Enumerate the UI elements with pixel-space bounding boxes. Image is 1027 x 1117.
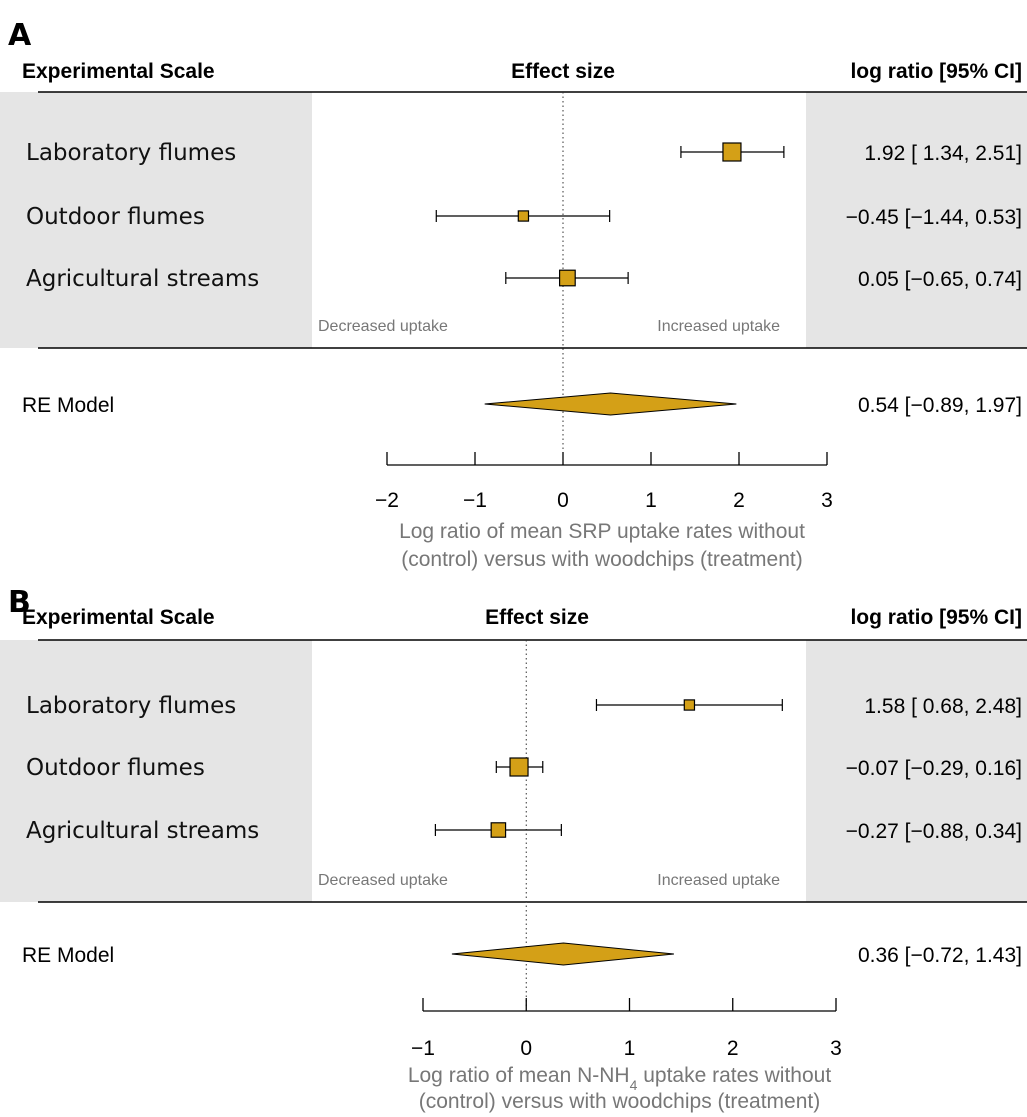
column-header-effect: Effect size	[511, 60, 615, 83]
study-label: Outdoor flumes	[26, 755, 205, 781]
column-header-scale: Experimental Scale	[22, 606, 215, 629]
panel-label: B	[8, 585, 31, 620]
x-tick-label: 3	[821, 489, 833, 512]
x-tick-label: 2	[733, 489, 745, 512]
ci-value: −0.27 [−0.88, 0.34]	[846, 820, 1022, 843]
x-axis-label-line2: (control) versus with woodchips (treatme…	[401, 548, 802, 571]
study-label: Agricultural streams	[26, 818, 259, 844]
summary-label: RE Model	[22, 394, 114, 417]
x-tick-label: 0	[520, 1037, 532, 1060]
study-label: Agricultural streams	[26, 266, 259, 292]
annotation-increased: Increased uptake	[657, 872, 780, 889]
ci-value: −0.07 [−0.29, 0.16]	[846, 757, 1022, 780]
study-label: Laboratory flumes	[26, 140, 236, 166]
summary-diamond	[451, 942, 674, 966]
study-label: Outdoor flumes	[26, 204, 205, 230]
x-tick-label: 1	[624, 1037, 636, 1060]
annotation-increased: Increased uptake	[657, 318, 780, 335]
right-shade	[806, 640, 1027, 902]
x-axis-label-part: uptake rates without	[637, 1064, 831, 1087]
summary-ci-value: 0.36 [−0.72, 1.43]	[858, 944, 1022, 967]
left-shade	[0, 92, 312, 348]
column-header-effect: Effect size	[485, 606, 589, 629]
estimate-marker	[517, 210, 530, 222]
x-tick-label: −1	[411, 1037, 435, 1060]
annotation-decreased: Decreased uptake	[318, 872, 448, 889]
annotation-decreased: Decreased uptake	[318, 318, 448, 335]
panel-label: A	[8, 18, 32, 53]
right-shade	[806, 92, 1027, 348]
estimate-marker	[509, 757, 529, 777]
summary-label: RE Model	[22, 944, 114, 967]
x-axis-label-line2: (control) versus with woodchips (treatme…	[419, 1090, 820, 1113]
x-tick-label: 3	[830, 1037, 842, 1060]
x-tick-label: −2	[375, 489, 399, 512]
x-tick-label: 1	[645, 489, 657, 512]
column-header-ci: log ratio [95% CI]	[850, 606, 1022, 629]
x-tick-label: −1	[463, 489, 487, 512]
forest-panel-a: A Experimental Scale Effect size log ratio …	[0, 18, 1027, 571]
x-tick-label: 2	[727, 1037, 739, 1060]
summary-ci-value: 0.54 [−0.89, 1.97]	[858, 394, 1022, 417]
estimate-marker	[490, 822, 507, 838]
x-axis-label-line1: Log ratio of mean N-NH4 uptake rates wit…	[408, 1064, 832, 1093]
x-tick-label: 0	[557, 489, 569, 512]
ci-value: −0.45 [−1.44, 0.53]	[846, 206, 1022, 229]
ci-value: 1.92 [ 1.34, 2.51]	[864, 142, 1022, 165]
estimate-marker	[722, 142, 742, 162]
study-label: Laboratory flumes	[26, 693, 236, 719]
summary-diamond	[484, 392, 737, 416]
left-shade	[0, 640, 312, 902]
x-axis-label-subscript: 4	[630, 1077, 638, 1093]
column-header-scale: Experimental Scale	[22, 60, 215, 83]
column-header-ci: log ratio [95% CI]	[850, 60, 1022, 83]
estimate-marker	[558, 269, 576, 287]
ci-value: 1.58 [ 0.68, 2.48]	[864, 695, 1022, 718]
x-axis-label-line1: Log ratio of mean SRP uptake rates witho…	[399, 520, 805, 543]
ci-value: 0.05 [−0.65, 0.74]	[858, 268, 1022, 291]
estimate-marker	[683, 699, 696, 711]
x-axis-label-part: Log ratio of mean N-NH	[408, 1064, 630, 1087]
